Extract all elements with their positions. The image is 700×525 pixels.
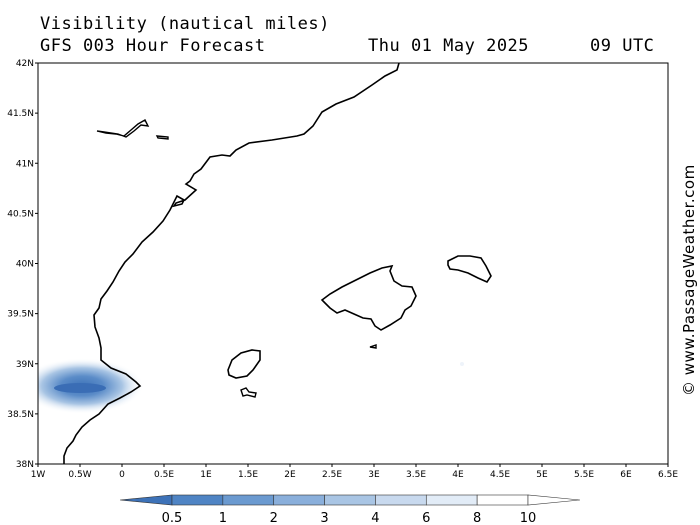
lat-tick-label: 39.5N [7,310,34,320]
colorbar: 0.5 1 2 3 4 6 8 10 [119,494,581,525]
forecast-label: GFS 003 Hour Forecast [40,36,266,56]
island-menorca [447,255,492,284]
colorbar-label: 4 [371,511,379,525]
lon-tick-label: 2.5E [322,470,342,480]
islet-cabrera [369,344,377,349]
lat-tick-label: 38N [16,460,34,470]
lon-tick-label: 2E [284,470,296,480]
credit-text: © www.PassageWeather.com [680,164,698,396]
map-area [38,63,492,464]
lat-tick-label: 40.5N [7,209,34,219]
colorbar-segment [425,494,478,506]
colorbar-segment [222,494,275,506]
lon-tick-label: 4E [452,470,464,480]
lon-tick-label: 0.5E [154,470,174,480]
island-formentera [240,387,257,398]
lon-tick-label: 5.5E [574,470,594,480]
lat-tick-label: 40N [16,260,34,270]
lon-tick-label: 1E [200,470,212,480]
colorbar-label: 10 [520,511,537,525]
longitude-axis: 1W 0.5W 0 0.5E 1E 1.5E 2E 2.5E 3E 3.5E 4E 4.5E 5E 5.5… [31,464,678,480]
forecast-time: 09 UTC [590,36,655,56]
lat-tick-label: 39N [16,360,34,370]
colorbar-segment [273,494,325,506]
lon-tick-label: 5E [536,470,548,480]
colorbar-label: 2 [270,511,278,525]
colorbar-segment [375,494,427,506]
islet-north-east [155,135,169,140]
latitude-axis: 42N 41.5N 41N 40.5N 40N 39.5N 39N 38.5N 38N [7,59,38,470]
coastline-mainland [63,63,400,464]
colorbar-label: 8 [473,511,481,525]
lat-tick-label: 41.5N [7,109,34,119]
colorbar-segment [476,494,529,506]
forecast-date: Thu 01 May 2025 [368,36,530,56]
low-visibility-core [54,383,106,393]
lon-tick-label: 3E [368,470,380,480]
lon-tick-label: 3.5E [406,470,426,480]
lon-tick-label: 6.5E [658,470,678,480]
map-frame [37,62,669,465]
lon-tick-label: 0 [119,470,125,480]
chart-title: Visibility (nautical miles) [40,14,330,34]
lat-tick-label: 42N [16,59,34,69]
lon-tick-label: 0.5W [68,470,91,480]
lon-tick-label: 6E [620,470,632,480]
colorbar-segment [171,494,224,506]
islet-north [96,119,150,138]
colorbar-label: 1 [219,511,227,525]
island-mallorca [320,264,417,331]
lon-tick-label: 4.5E [490,470,510,480]
colorbar-label: 3 [320,511,328,525]
lat-tick-label: 41N [16,159,34,169]
colorbar-segment [324,494,376,506]
island-ibiza [227,349,261,379]
faint-dot [460,362,464,366]
lon-tick-label: 1.5E [238,470,258,480]
lat-tick-label: 38.5N [7,410,34,420]
colorbar-high-arrow [527,494,581,506]
colorbar-label: 6 [422,511,430,525]
colorbar-label: 0.5 [162,511,183,525]
lon-tick-label: 1W [31,470,46,480]
colorbar-low-arrow [119,494,173,506]
